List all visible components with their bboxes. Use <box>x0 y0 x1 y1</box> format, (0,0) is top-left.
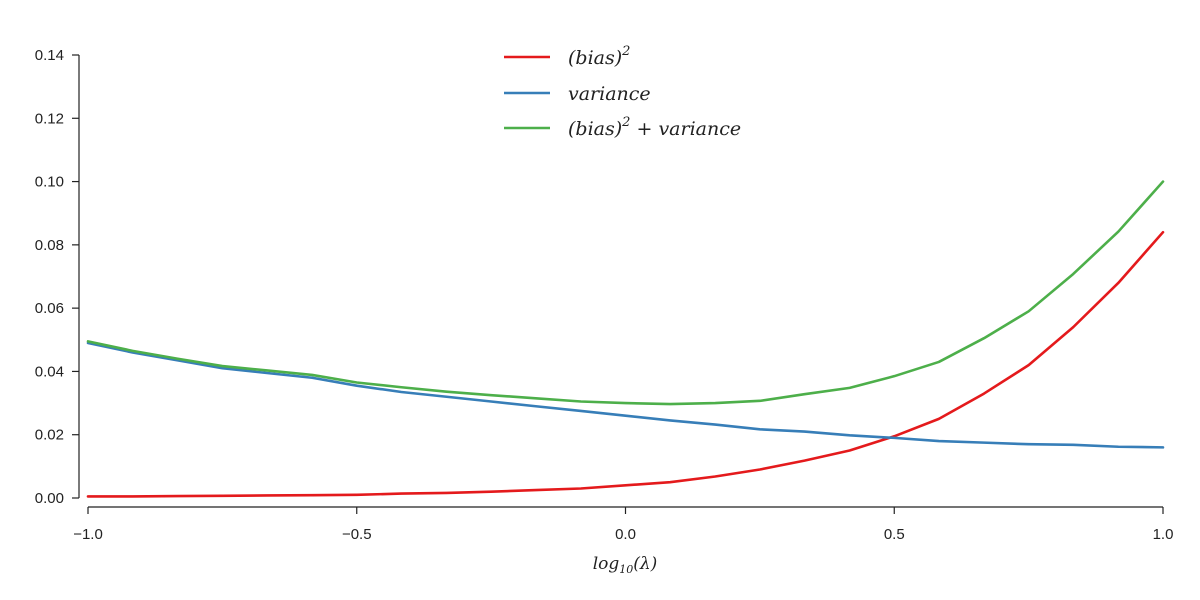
y-tick-label: 0.06 <box>35 300 64 317</box>
y-tick-label: 0.14 <box>35 47 64 64</box>
legend-label-variance: variance <box>568 83 651 105</box>
series-line-variance <box>86 341 1165 449</box>
y-tick-label: 0.02 <box>35 427 64 444</box>
legend: (bias)2 variance (bias)2 + variance <box>504 44 741 140</box>
y-tick-label: 0.08 <box>35 237 64 254</box>
x-ticks: −1.0 −0.5 0.0 0.5 1.0 <box>73 507 1173 543</box>
series-lines <box>86 180 1165 498</box>
x-tick-label: 1.0 <box>1153 526 1174 543</box>
x-tick-label: −0.5 <box>342 526 372 543</box>
series-line-bias-squared <box>86 230 1165 498</box>
y-ticks: 0.00 0.02 0.04 0.06 0.08 0.10 0.12 0.14 <box>35 47 79 507</box>
x-tick-label: −1.0 <box>73 526 103 543</box>
y-tick-label: 0.12 <box>35 110 64 127</box>
legend-label-bias-squared: (bias)2 <box>568 44 630 69</box>
x-axis-label: log10(λ) <box>593 554 658 576</box>
y-tick-label: 0.10 <box>35 174 64 191</box>
legend-label-total: (bias)2 + variance <box>568 115 741 140</box>
y-tick-label: 0.00 <box>35 490 64 507</box>
y-tick-label: 0.04 <box>35 363 64 380</box>
series-line-total <box>86 180 1165 406</box>
x-tick-label: 0.5 <box>884 526 905 543</box>
x-tick-label: 0.0 <box>615 526 636 543</box>
